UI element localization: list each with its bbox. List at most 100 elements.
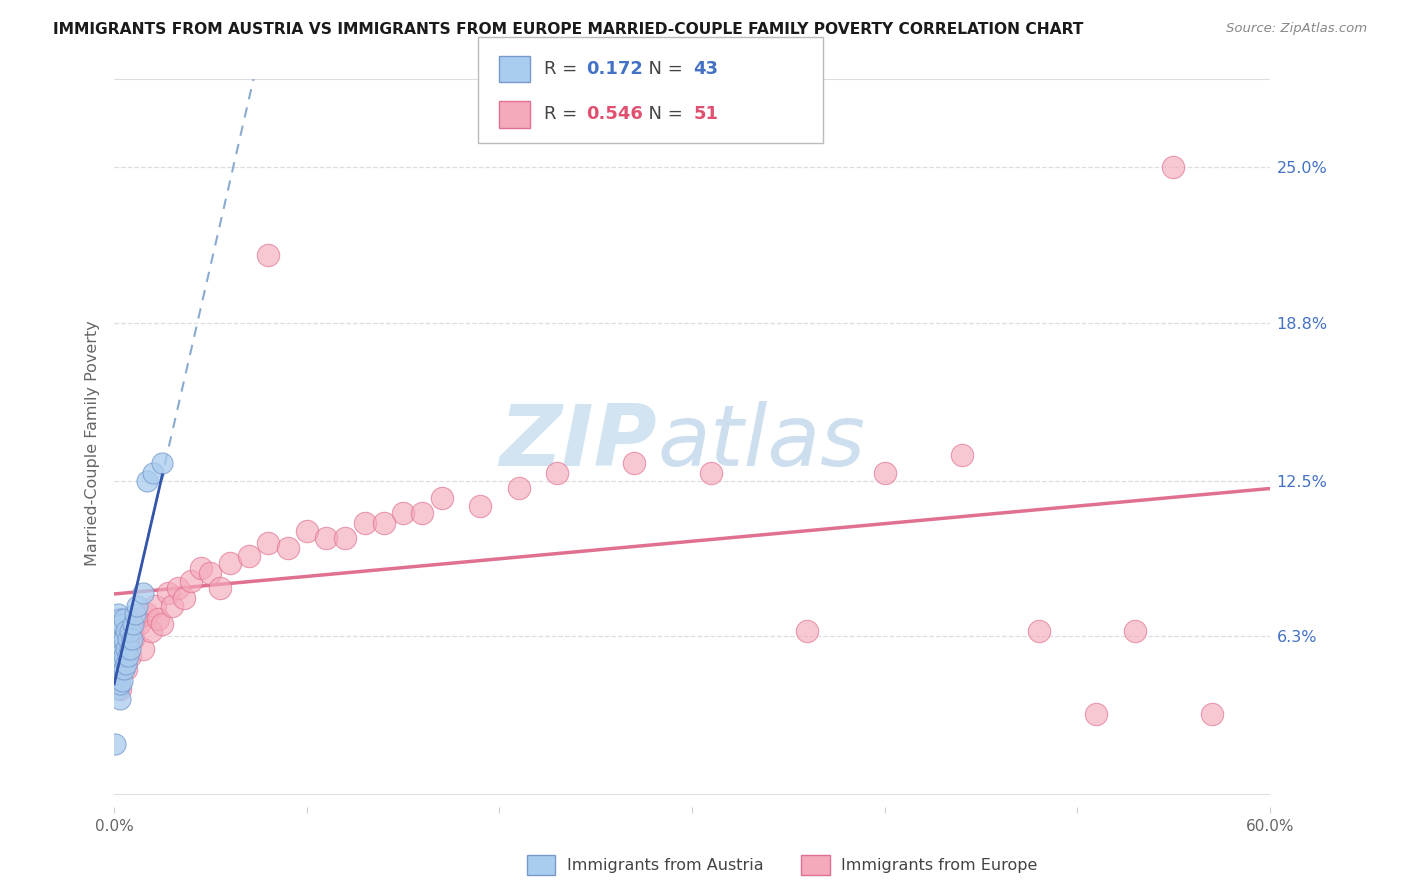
Point bbox=[112, 641, 135, 656]
Point bbox=[335, 531, 357, 545]
Point bbox=[108, 624, 131, 639]
Point bbox=[107, 666, 129, 681]
Point bbox=[107, 681, 129, 696]
Point bbox=[108, 637, 131, 651]
Point bbox=[257, 248, 280, 262]
Point bbox=[148, 611, 170, 625]
Point bbox=[108, 662, 131, 676]
Point bbox=[107, 607, 129, 621]
Point bbox=[508, 481, 530, 495]
Point bbox=[117, 632, 139, 646]
Point bbox=[1085, 706, 1108, 721]
Point bbox=[373, 516, 395, 531]
Point bbox=[1028, 624, 1050, 639]
Point bbox=[315, 531, 337, 545]
Point bbox=[108, 691, 131, 706]
Point bbox=[114, 662, 136, 676]
Point bbox=[353, 516, 375, 531]
Point bbox=[950, 449, 973, 463]
Point bbox=[107, 649, 129, 664]
Point bbox=[114, 624, 136, 639]
Point bbox=[111, 632, 134, 646]
Point bbox=[546, 466, 568, 480]
Text: N =: N = bbox=[637, 105, 689, 123]
Point bbox=[111, 616, 134, 631]
Point bbox=[136, 607, 159, 621]
Point bbox=[104, 737, 127, 751]
Text: N =: N = bbox=[637, 60, 689, 78]
Point bbox=[121, 632, 143, 646]
Point bbox=[127, 611, 149, 625]
Point bbox=[105, 641, 128, 656]
Point bbox=[114, 657, 136, 671]
Point bbox=[180, 574, 202, 588]
Point bbox=[392, 506, 415, 520]
Point bbox=[1201, 706, 1223, 721]
Point bbox=[257, 536, 280, 550]
Point bbox=[142, 466, 165, 480]
Point bbox=[160, 599, 183, 613]
Point bbox=[111, 657, 134, 671]
Text: IMMIGRANTS FROM AUSTRIA VS IMMIGRANTS FROM EUROPE MARRIED-COUPLE FAMILY POVERTY : IMMIGRANTS FROM AUSTRIA VS IMMIGRANTS FR… bbox=[53, 22, 1084, 37]
Point bbox=[623, 456, 645, 470]
Point bbox=[796, 624, 818, 639]
Point bbox=[150, 456, 173, 470]
Point bbox=[112, 632, 135, 646]
Point bbox=[108, 681, 131, 696]
Point bbox=[108, 677, 131, 691]
Point bbox=[107, 666, 129, 681]
Point bbox=[190, 561, 212, 575]
Point bbox=[124, 607, 146, 621]
Point bbox=[295, 524, 318, 538]
Point bbox=[105, 666, 128, 681]
Point bbox=[117, 649, 139, 664]
Point bbox=[132, 586, 155, 600]
Text: ZIP: ZIP bbox=[499, 401, 657, 484]
Point bbox=[108, 611, 131, 625]
Point bbox=[150, 616, 173, 631]
Point bbox=[1163, 160, 1185, 174]
Point bbox=[139, 624, 162, 639]
Point bbox=[132, 641, 155, 656]
Point bbox=[218, 557, 240, 571]
Text: 43: 43 bbox=[693, 60, 718, 78]
Point bbox=[112, 649, 135, 664]
Point bbox=[166, 582, 188, 596]
Point bbox=[122, 632, 145, 646]
Point bbox=[111, 641, 134, 656]
Text: Immigrants from Europe: Immigrants from Europe bbox=[841, 858, 1038, 872]
Point bbox=[112, 611, 135, 625]
Text: 51: 51 bbox=[693, 105, 718, 123]
Point bbox=[1123, 624, 1146, 639]
Point bbox=[157, 586, 180, 600]
Point bbox=[127, 599, 149, 613]
Point bbox=[107, 624, 129, 639]
Point bbox=[411, 506, 433, 520]
Point bbox=[173, 591, 195, 606]
Point bbox=[108, 649, 131, 664]
Point bbox=[700, 466, 723, 480]
Point bbox=[107, 637, 129, 651]
Point bbox=[238, 549, 260, 563]
Point bbox=[111, 657, 134, 671]
Point bbox=[118, 641, 141, 656]
Point bbox=[128, 616, 150, 631]
Text: R =: R = bbox=[544, 105, 583, 123]
Point bbox=[105, 637, 128, 651]
Text: 0.546: 0.546 bbox=[586, 105, 643, 123]
Text: Immigrants from Austria: Immigrants from Austria bbox=[567, 858, 763, 872]
Point bbox=[111, 674, 134, 689]
Point bbox=[200, 566, 222, 581]
Y-axis label: Married-Couple Family Poverty: Married-Couple Family Poverty bbox=[86, 320, 100, 566]
Text: R =: R = bbox=[544, 60, 583, 78]
Point bbox=[136, 474, 159, 488]
Point bbox=[114, 641, 136, 656]
Point bbox=[873, 466, 896, 480]
Point bbox=[209, 582, 232, 596]
Point bbox=[276, 541, 298, 556]
Point bbox=[105, 657, 128, 671]
Text: atlas: atlas bbox=[657, 401, 865, 484]
Point bbox=[105, 616, 128, 631]
Point bbox=[117, 637, 139, 651]
Point bbox=[118, 624, 141, 639]
